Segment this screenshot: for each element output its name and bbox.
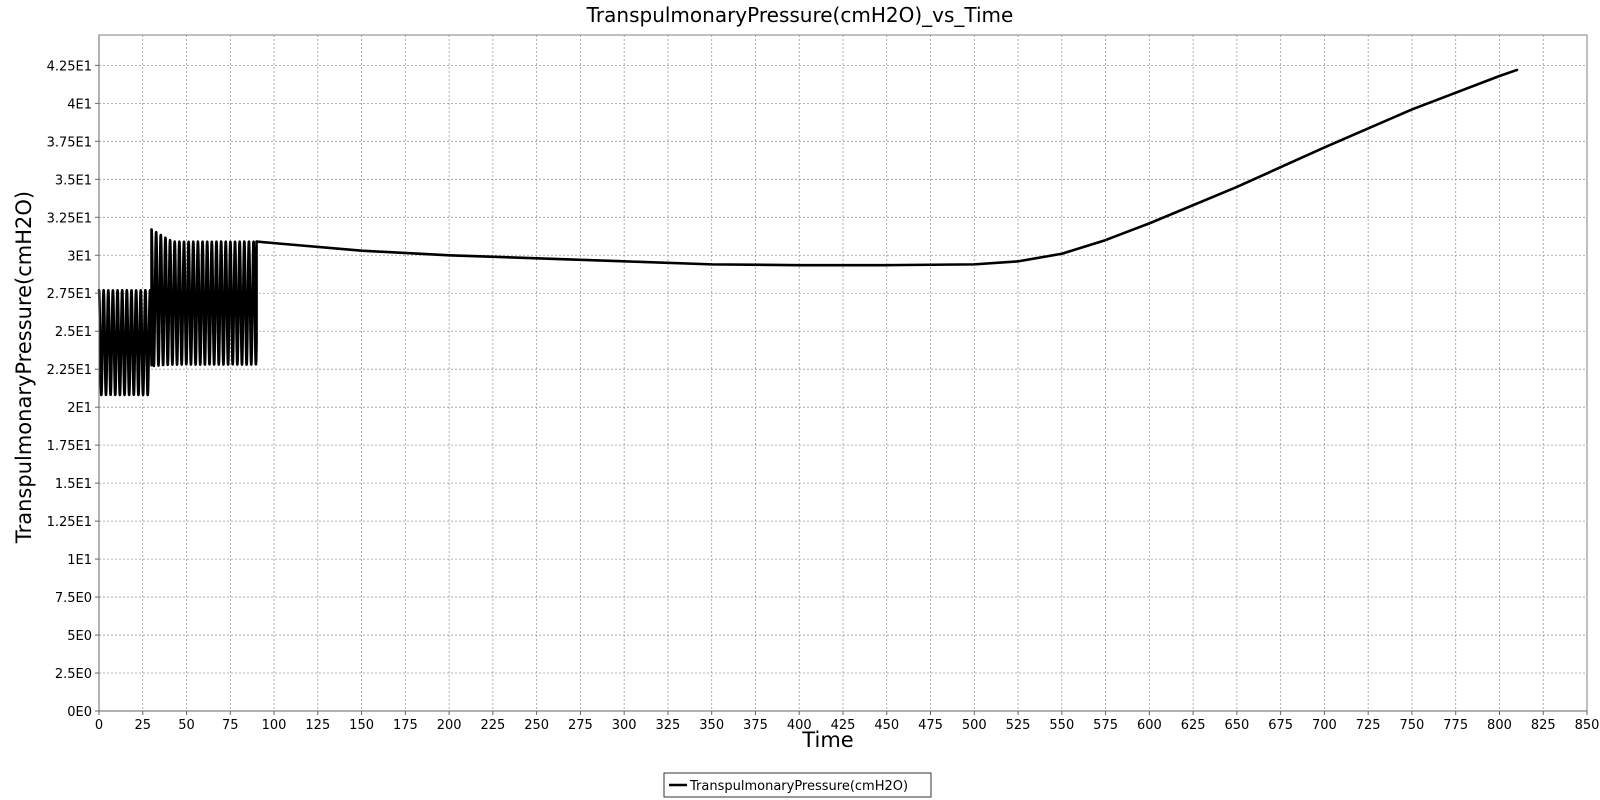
x-tick-label: 850 [1575,718,1600,733]
y-tick-label: 5E0 [67,629,92,644]
x-tick-label: 350 [699,718,724,733]
y-tick-label: 1.5E1 [55,477,92,492]
x-tick-label: 600 [1137,718,1162,733]
x-tick-label: 575 [1093,718,1118,733]
x-tick-label: 675 [1268,718,1293,733]
x-tick-label: 325 [656,718,681,733]
y-axis-label: TranspulmonaryPressure(cmH2O) [12,191,36,544]
y-tick-label: 1.75E1 [47,439,92,454]
x-tick-label: 200 [437,718,462,733]
y-tick-label: 2E1 [67,401,92,416]
y-tick-label: 4E1 [67,97,92,112]
y-tick-label: 3.25E1 [47,211,92,226]
series-lines [97,68,1519,397]
x-tick-label: 250 [524,718,549,733]
y-tick-label: 2.75E1 [47,287,92,302]
x-tick-label: 550 [1049,718,1074,733]
x-tick-label: 725 [1356,718,1381,733]
x-tick-label: 475 [918,718,943,733]
x-ticks: 0 25 50 75 100 125 150 175 200 225 250 275 300 325 350… [95,711,1600,733]
y-tick-label: 1E1 [67,553,92,568]
x-tick-label: 400 [787,718,812,733]
x-tick-label: 775 [1443,718,1468,733]
y-tick-label: 2.5E1 [55,325,92,340]
y-tick-label: 7.5E0 [55,591,92,606]
x-tick-label: 650 [1224,718,1249,733]
x-tick-label: 750 [1400,718,1425,733]
y-ticks: 0E0 2.5E0 5E0 7.5E0 1E1 1.25E1 1.5E1 1.75E1 2E1 2… [47,59,99,720]
legend: TranspulmonaryPressure(cmH2O) [663,772,932,798]
x-tick-label: 825 [1531,718,1556,733]
x-tick-label: 800 [1487,718,1512,733]
y-tick-label: 0E0 [67,705,92,720]
y-tick-label: 2.25E1 [47,363,92,378]
x-tick-label: 375 [743,718,768,733]
x-tick-label: 450 [874,718,899,733]
y-tick-label: 3.5E1 [55,173,92,188]
legend-label: TranspulmonaryPressure(cmH2O) [689,779,908,794]
series-line-transpulmonary-pressure [97,68,1519,397]
y-tick-label: 1.25E1 [47,515,92,530]
x-tick-label: 0 [95,718,103,733]
grid-lines [98,35,1588,712]
x-tick-label: 300 [612,718,637,733]
x-tick-label: 625 [1181,718,1206,733]
x-tick-label: 25 [134,718,151,733]
x-tick-label: 700 [1312,718,1337,733]
y-tick-label: 2.5E0 [55,667,92,682]
x-tick-label: 50 [178,718,195,733]
legend-box [663,772,932,798]
x-tick-label: 425 [831,718,856,733]
x-tick-label: 225 [480,718,505,733]
x-tick-label: 75 [222,718,239,733]
x-tick-label: 150 [349,718,374,733]
x-tick-label: 500 [962,718,987,733]
x-tick-label: 100 [262,718,287,733]
y-tick-label: 3.75E1 [47,135,92,150]
x-tick-label: 175 [393,718,418,733]
chart-title: TranspulmonaryPressure(cmH2O)_vs_Time [586,3,1014,27]
x-tick-label: 525 [1006,718,1031,733]
x-tick-label: 275 [568,718,593,733]
y-tick-label: 4.25E1 [47,59,92,74]
x-tick-label: 125 [305,718,330,733]
x-axis-label: Time [801,728,853,752]
y-tick-label: 3E1 [67,249,92,264]
